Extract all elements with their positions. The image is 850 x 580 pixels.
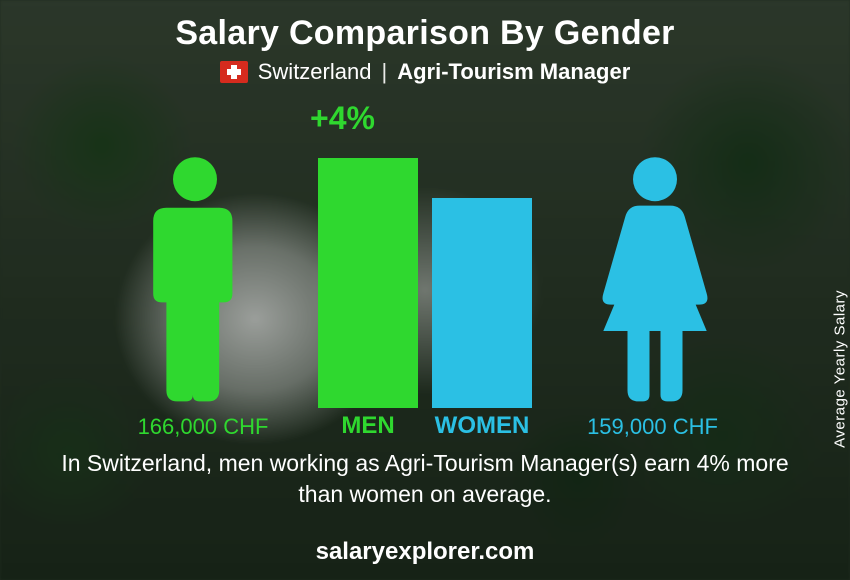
- female-figure-icon: [600, 155, 710, 408]
- subtitle-row: Switzerland | Agri-Tourism Manager: [0, 59, 850, 85]
- content-layer: Salary Comparison By Gender Switzerland …: [0, 0, 850, 580]
- page-title: Salary Comparison By Gender: [0, 0, 850, 53]
- percent-difference-label: +4%: [310, 100, 375, 137]
- footer-source: salaryexplorer.com: [0, 538, 850, 566]
- male-figure-icon: [140, 155, 250, 408]
- salary-chart: +4% MEN WOMEN 166,000 CHF 159,000 CHF: [0, 100, 850, 440]
- separator: |: [381, 59, 387, 85]
- men-bar: [318, 158, 418, 408]
- description-text: In Switzerland, men working as Agri-Tour…: [60, 448, 790, 510]
- women-bar: [432, 198, 532, 408]
- y-axis-label: Average Yearly Salary: [832, 290, 849, 448]
- job-title-label: Agri-Tourism Manager: [397, 59, 630, 85]
- switzerland-flag-icon: [220, 61, 248, 83]
- men-salary: 166,000 CHF: [108, 414, 298, 440]
- women-salary: 159,000 CHF: [550, 414, 755, 440]
- country-label: Switzerland: [258, 59, 372, 85]
- women-label: WOMEN: [432, 412, 532, 440]
- men-label: MEN: [318, 412, 418, 440]
